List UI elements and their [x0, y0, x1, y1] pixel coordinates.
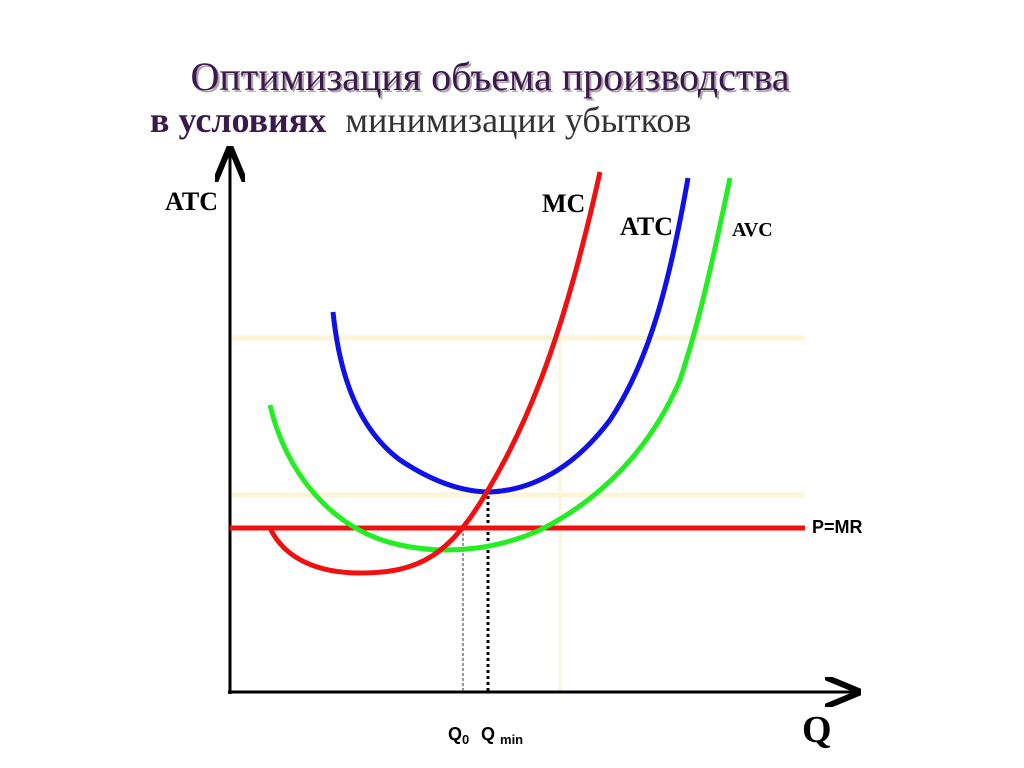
title-shadow: Оптимизация объема производства: [192, 56, 791, 101]
atc-curve: [330, 177, 691, 495]
avc-label: AVC: [732, 219, 773, 241]
qmin-sub: min: [500, 732, 523, 747]
price-label: P=MR: [812, 517, 863, 537]
title-rest: минимизации убытков: [345, 100, 691, 140]
title-shadow-line: Оптимизация объема производства: [192, 56, 791, 101]
title-line1: Оптимизация объема производства: [190, 54, 789, 99]
mc-label: MC: [542, 189, 585, 218]
qmin-text: Q: [481, 724, 495, 744]
y-axis-label: ATC: [165, 187, 218, 216]
x-axis-label: Q: [802, 709, 832, 751]
title-line2: в условиях минимизации убытков: [150, 100, 691, 140]
avc-curve: [267, 177, 733, 553]
title-bold: в условиях: [150, 100, 326, 140]
q0-label: Q0: [448, 724, 469, 747]
q0-sub: 0: [462, 732, 469, 747]
atc-label: ATC: [620, 212, 673, 241]
q0-text: Q: [448, 724, 462, 744]
mc-curve: [267, 171, 603, 576]
